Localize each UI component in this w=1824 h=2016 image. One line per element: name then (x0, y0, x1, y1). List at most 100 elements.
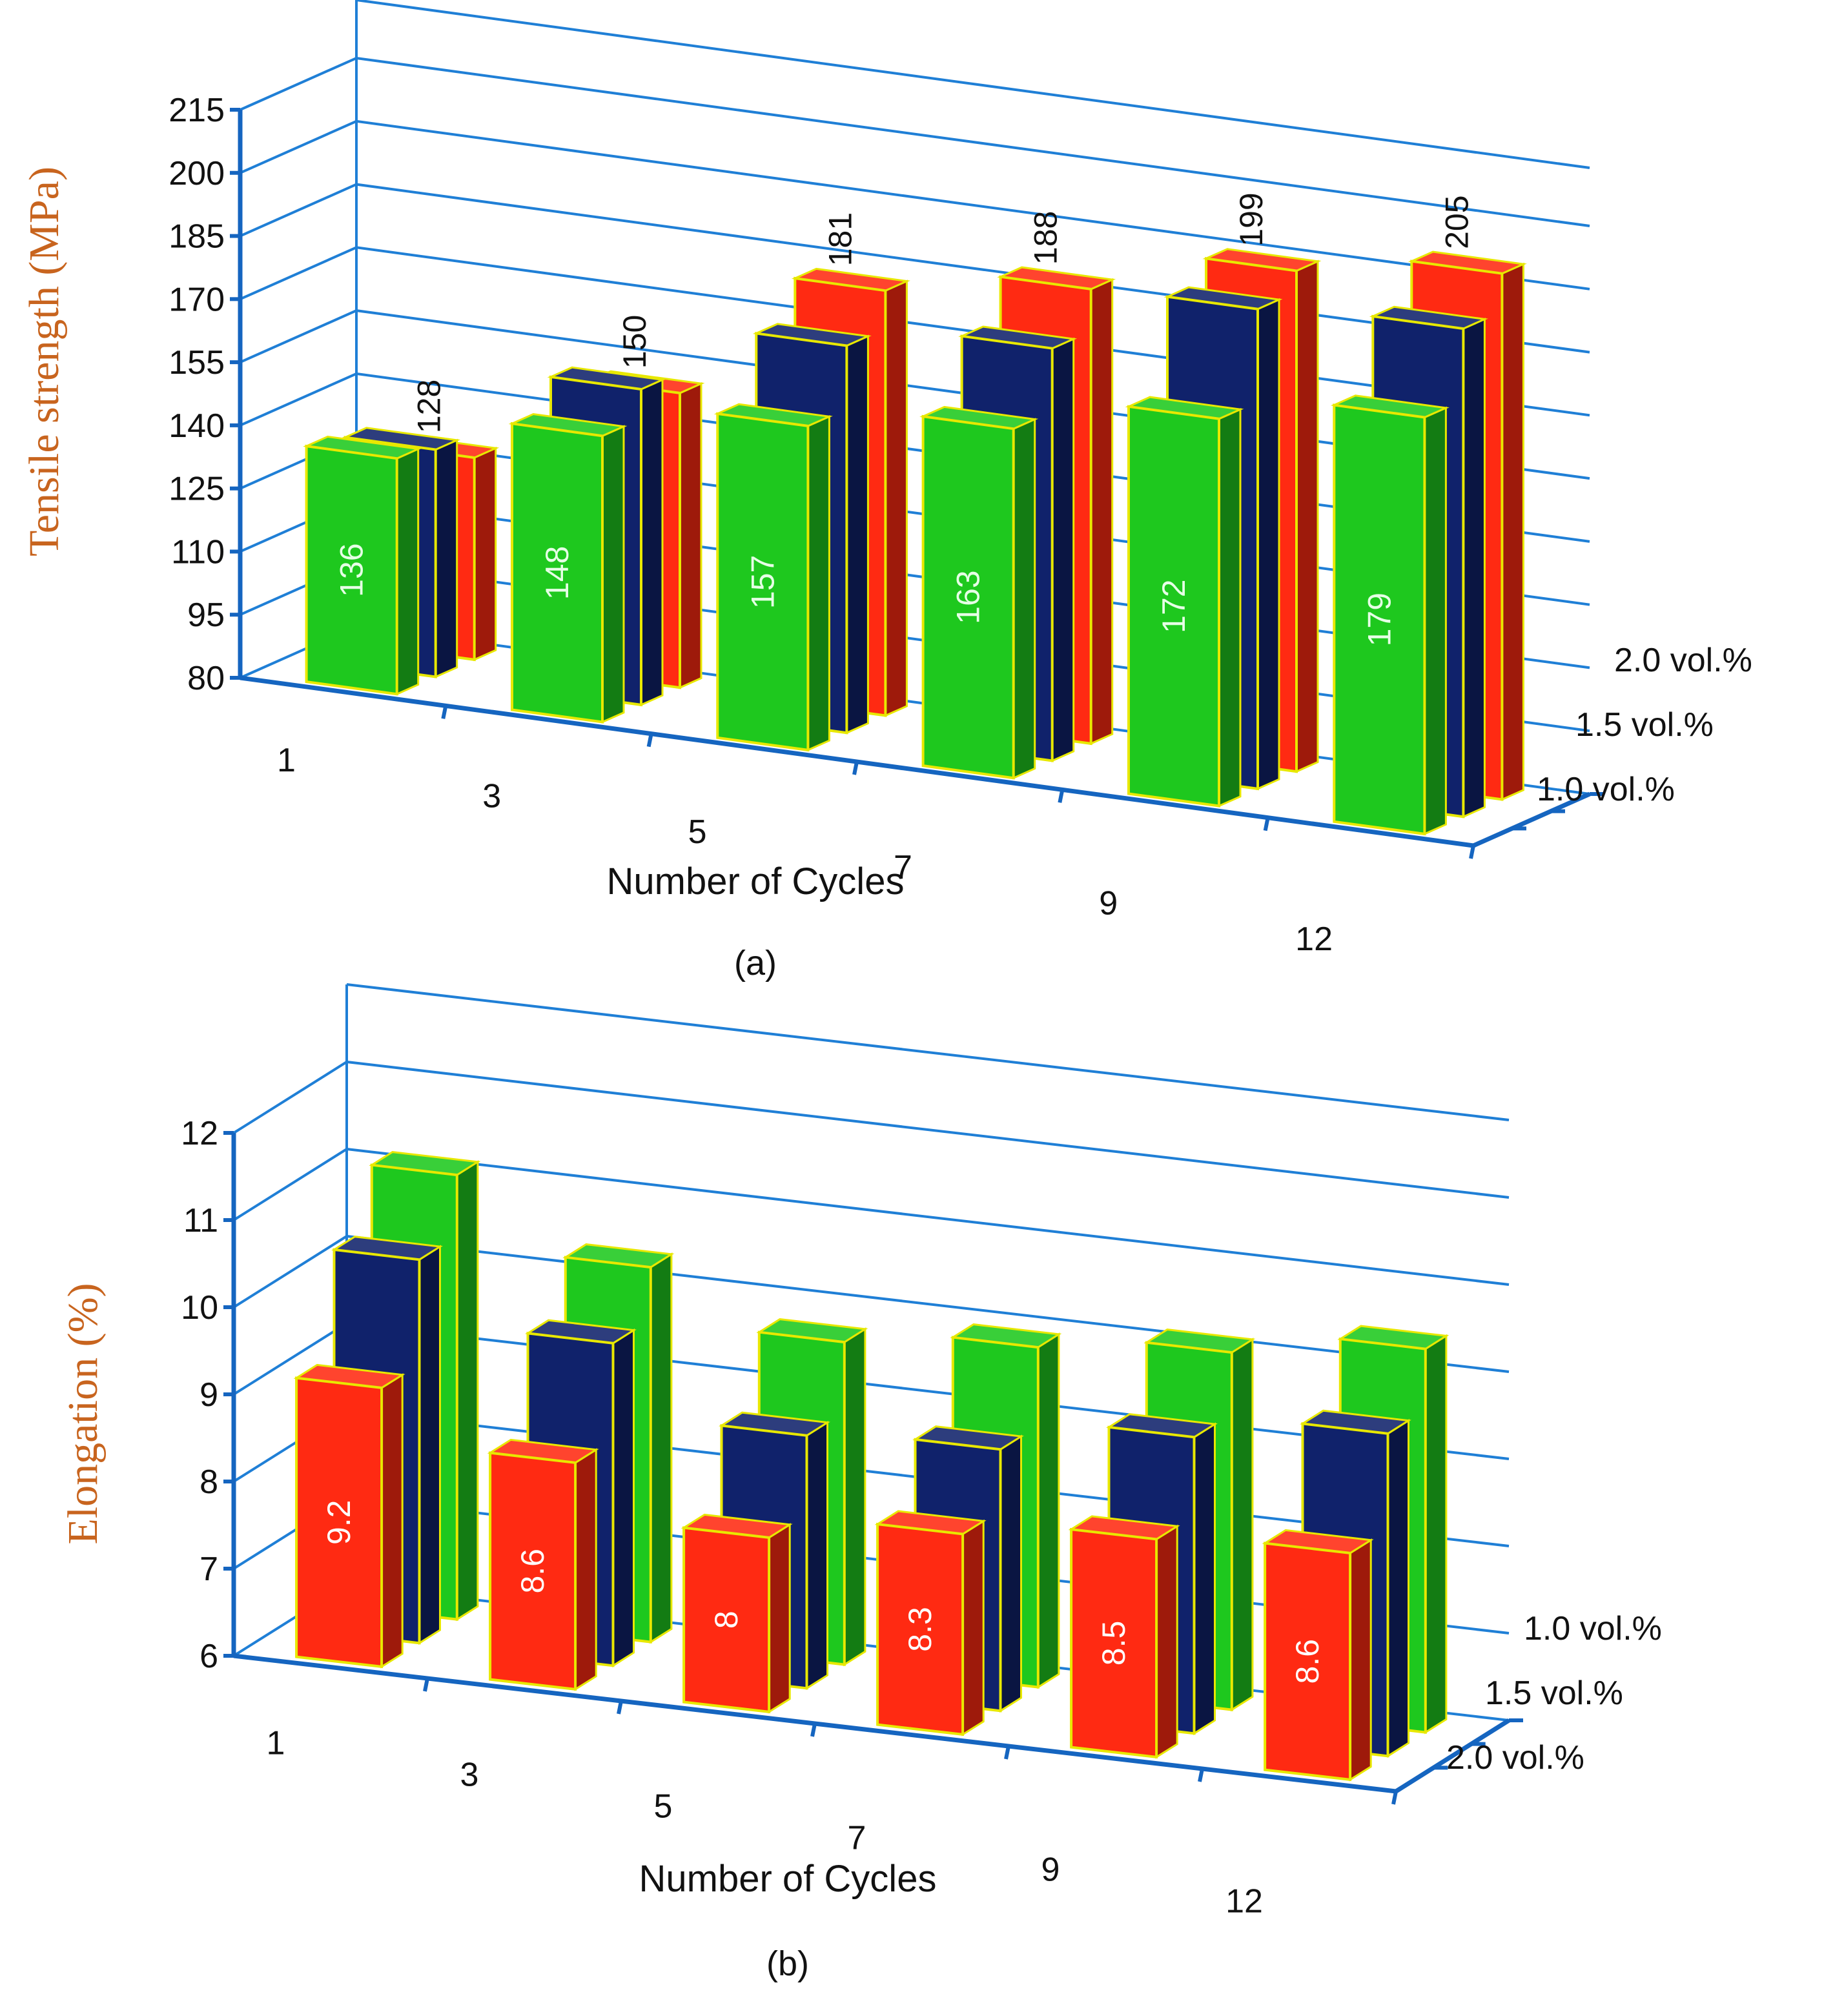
bar-side-face (961, 1519, 985, 1736)
bar-value-label: 8.6 (1289, 1639, 1326, 1684)
bar-side-face (640, 378, 664, 707)
y-tick-label: 170 (169, 281, 225, 318)
bar-side-face (999, 1434, 1022, 1713)
x-tick-label: 7 (894, 849, 912, 886)
bar-side-face (679, 382, 702, 689)
depth-axis (1395, 1718, 1510, 1793)
x-tick-mark (810, 1723, 817, 1737)
bar-value-label: 148 (539, 546, 575, 600)
bar-side-face (396, 447, 420, 696)
bar-value-label: 163 (950, 570, 987, 624)
bar-value-label: 188 (1028, 211, 1064, 265)
bar-side-face (806, 414, 830, 752)
y-tick-label: 125 (169, 471, 225, 508)
y-tick-label: 200 (169, 155, 225, 192)
x-tick-mark (646, 733, 653, 748)
bar-side-face (418, 1245, 441, 1645)
x-tick-mark (1391, 1791, 1398, 1805)
bar-side-face (1349, 1538, 1372, 1782)
bar-value-label: 179 (1361, 593, 1397, 646)
bar-2-0-vol--cycle-7: 8.3 (874, 1510, 987, 1736)
bar-side-face (1193, 1422, 1216, 1736)
x-tick-mark (423, 1678, 429, 1692)
bar-side-face (768, 1523, 791, 1714)
y-axis-title: Tensile strength (MPa) (21, 167, 68, 556)
bar-value-label: 181 (822, 212, 858, 266)
y-tick-label: 11 (183, 1202, 218, 1239)
depth-axis (1472, 791, 1591, 848)
bar-front-face (716, 412, 810, 752)
bar-side-face (456, 1160, 479, 1622)
gridline (240, 119, 1590, 290)
x-tick-label: 12 (1295, 921, 1333, 958)
bar-side-face (845, 334, 869, 735)
bar-side-face (806, 1420, 828, 1691)
bar-side-face (1501, 262, 1524, 801)
x-tick-label: 5 (688, 813, 707, 851)
gridline (346, 983, 1510, 1121)
x-tick-mark (1004, 1746, 1010, 1760)
bar-2-0-vol--cycle-1: 9.2 (293, 1363, 405, 1669)
bar-2-0-vol--cycle-3: 8.6 (487, 1438, 599, 1691)
bar-1-0-vol--cycle-5: 157 (713, 403, 833, 752)
bar-side-face (843, 1327, 866, 1667)
bar-side-face (473, 446, 497, 662)
x-tick-label: 3 (482, 778, 501, 815)
bar-front-face (1070, 1527, 1158, 1759)
bar-side-face (601, 425, 625, 724)
x-tick-label: 9 (1099, 885, 1118, 922)
x-tick-label: 12 (1225, 1882, 1263, 1920)
bar-side-face (1387, 1418, 1409, 1758)
bar-side-face (1090, 278, 1114, 746)
bar-front-face (305, 444, 398, 696)
bar-value-label: 157 (744, 555, 781, 609)
bar-side-face (612, 1328, 635, 1668)
bar-side-face (574, 1448, 597, 1691)
bar-front-face (1127, 405, 1220, 808)
bar-value-label: 172 (1156, 579, 1192, 633)
y-tick-label: 185 (169, 218, 225, 256)
x-tick-label: 7 (848, 1819, 866, 1857)
y-tick-label: 215 (169, 92, 225, 129)
bar-front-face (1333, 403, 1426, 836)
bar-side-face (380, 1373, 404, 1669)
y-tick-label: 10 (181, 1289, 218, 1327)
bar-value-label: 199 (1233, 192, 1269, 246)
y-tick-label: 110 (171, 533, 225, 571)
y-tick-label: 6 (200, 1638, 218, 1675)
bar-side-face (435, 438, 458, 678)
y-tick-label: 80 (187, 660, 225, 697)
bar-side-face (884, 280, 908, 717)
bar-front-face (682, 1526, 771, 1714)
bar-front-face (511, 422, 604, 724)
bar-1-0-vol--cycle-12: 179 (1330, 394, 1450, 836)
y-tick-label: 12 (181, 1115, 218, 1152)
x-tick-label: 1 (277, 742, 296, 779)
bar-2-0-vol--cycle-12: 8.6 (1262, 1529, 1374, 1782)
y-tick-label: 8 (200, 1463, 218, 1501)
bar-2-0-vol--cycle-9: 8.5 (1068, 1515, 1180, 1759)
x-tick-mark (1058, 789, 1065, 803)
bar-front-face (489, 1451, 577, 1691)
x-tick-mark (617, 1700, 623, 1715)
x-tick-mark (852, 761, 859, 775)
bar-side-face (1037, 1332, 1060, 1689)
bar-1-0-vol--cycle-7: 163 (919, 405, 1039, 780)
x-tick-mark (1198, 1768, 1204, 1782)
bar-2-0-vol--cycle-5: 8 (681, 1513, 793, 1714)
x-tick-mark (1263, 817, 1270, 831)
bar-front-face (921, 414, 1015, 780)
bar-side-face (1462, 318, 1486, 819)
y-tick-label: 140 (169, 407, 225, 445)
bar-value-label: 128 (411, 380, 447, 433)
y-tick-label: 95 (187, 596, 225, 634)
x-axis-title: Number of Cycles (607, 860, 905, 902)
depth-axis-label: 1.0 vol.% (1524, 1610, 1662, 1647)
x-axis-title: Number of Cycles (639, 1858, 937, 1900)
bar-side-face (1256, 298, 1280, 791)
bar-front-face (876, 1522, 965, 1736)
x-tick-mark (441, 705, 448, 719)
x-tick-label: 1 (267, 1724, 285, 1762)
bar-value-label: 205 (1439, 195, 1475, 249)
gridline (356, 0, 1590, 169)
